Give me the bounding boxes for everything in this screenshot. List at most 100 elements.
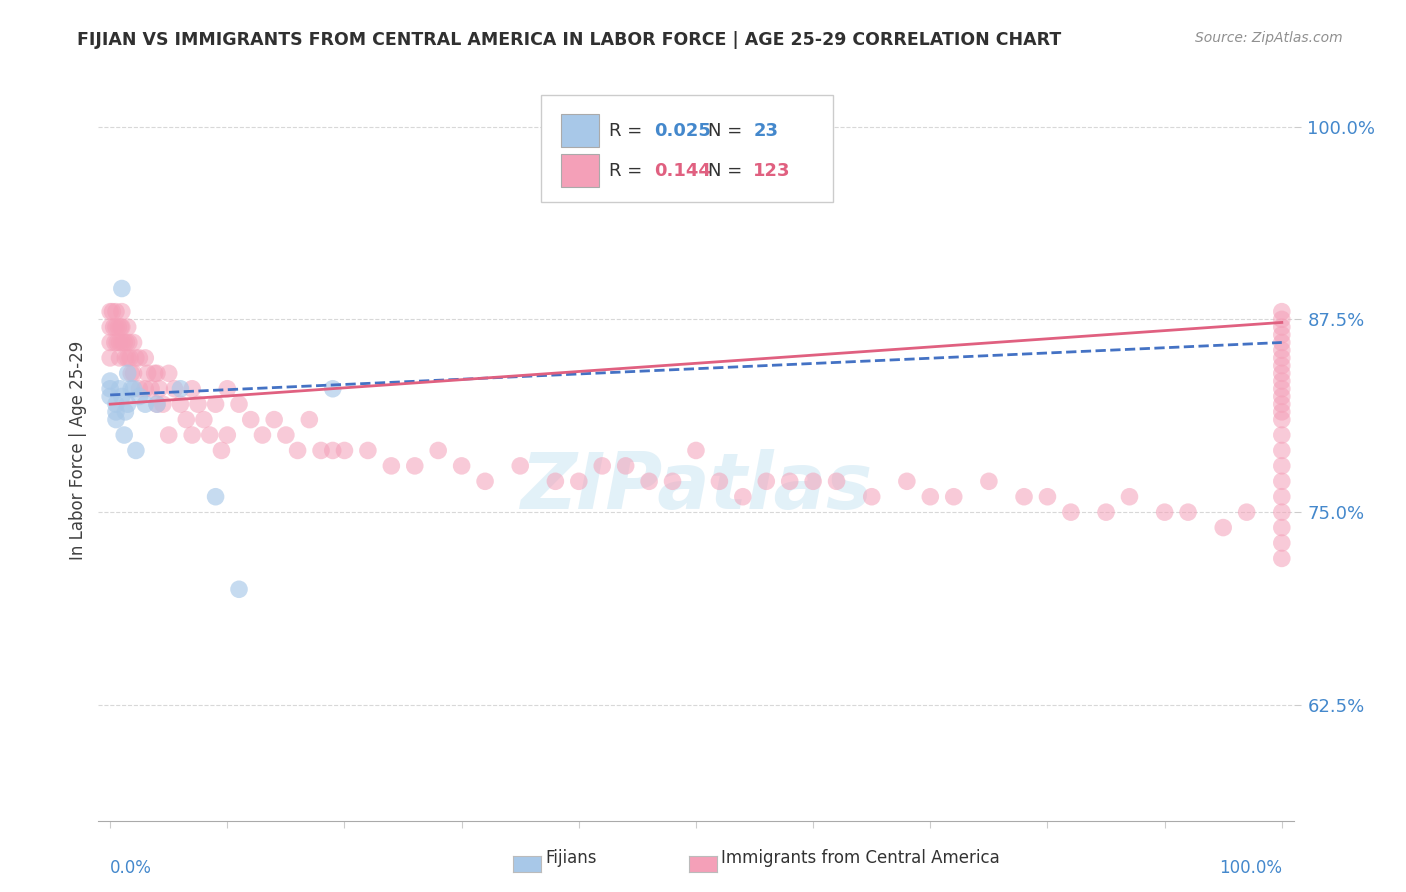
Point	[1271, 405, 1294, 419]
Text: Source: ZipAtlas.com: Source: ZipAtlas.com	[1195, 31, 1343, 45]
Point	[117, 367, 139, 381]
Point	[239, 412, 262, 426]
Point	[204, 397, 226, 411]
Text: N =: N =	[709, 161, 748, 180]
Point	[1236, 505, 1258, 519]
Point	[141, 382, 163, 396]
Point	[111, 304, 134, 318]
Point	[105, 304, 128, 318]
Point	[98, 374, 121, 388]
Point	[217, 428, 239, 442]
Point	[263, 412, 285, 426]
Point	[128, 351, 150, 365]
Point	[128, 389, 150, 403]
Point	[1271, 475, 1294, 489]
Point	[107, 320, 129, 334]
Point	[591, 458, 613, 473]
Text: FIJIAN VS IMMIGRANTS FROM CENTRAL AMERICA IN LABOR FORCE | AGE 25-29 CORRELATION: FIJIAN VS IMMIGRANTS FROM CENTRAL AMERIC…	[77, 31, 1062, 49]
Point	[134, 351, 156, 365]
Point	[120, 367, 142, 381]
Point	[169, 397, 191, 411]
Text: N =: N =	[709, 122, 748, 140]
Point	[1153, 505, 1175, 519]
Point	[1271, 382, 1294, 396]
Point	[614, 458, 637, 473]
Point	[779, 475, 801, 489]
Point	[1271, 520, 1294, 534]
Point	[117, 397, 139, 411]
Y-axis label: In Labor Force | Age 25-29: In Labor Force | Age 25-29	[69, 341, 87, 560]
Text: Immigrants from Central America: Immigrants from Central America	[721, 849, 1000, 867]
Point	[111, 335, 134, 350]
Point	[118, 335, 141, 350]
Point	[146, 367, 169, 381]
Point	[146, 397, 169, 411]
Point	[1095, 505, 1118, 519]
Point	[112, 428, 135, 442]
Point	[1271, 320, 1294, 334]
Point	[105, 335, 128, 350]
Point	[1271, 536, 1294, 550]
Point	[1271, 304, 1294, 318]
Point	[274, 428, 297, 442]
Point	[108, 351, 131, 365]
Point	[143, 367, 166, 381]
Point	[638, 475, 661, 489]
Text: 100.0%: 100.0%	[1219, 859, 1282, 877]
Point	[1271, 335, 1294, 350]
Point	[187, 397, 209, 411]
Point	[211, 443, 233, 458]
Point	[157, 428, 180, 442]
Point	[125, 351, 148, 365]
Point	[98, 320, 121, 334]
Point	[1271, 412, 1294, 426]
Point	[98, 304, 121, 318]
Point	[1118, 490, 1140, 504]
Point	[427, 443, 450, 458]
Point	[101, 304, 124, 318]
Point	[181, 382, 204, 396]
Point	[146, 397, 169, 411]
Point	[1012, 490, 1035, 504]
Point	[98, 335, 121, 350]
Point	[357, 443, 380, 458]
Point	[108, 382, 131, 396]
Point	[136, 367, 159, 381]
Point	[825, 475, 848, 489]
Point	[1271, 367, 1294, 381]
Point	[661, 475, 683, 489]
Point	[120, 382, 142, 396]
Point	[1271, 458, 1294, 473]
Point	[1271, 389, 1294, 403]
Text: 0.144: 0.144	[654, 161, 711, 180]
Point	[380, 458, 402, 473]
Point	[1271, 551, 1294, 566]
Point	[114, 405, 136, 419]
Point	[105, 405, 128, 419]
Point	[111, 320, 134, 334]
Point	[98, 389, 121, 403]
Point	[755, 475, 778, 489]
FancyBboxPatch shape	[561, 154, 599, 187]
Point	[1212, 520, 1234, 534]
Point	[120, 351, 141, 365]
Point	[174, 412, 197, 426]
Point	[163, 382, 186, 396]
Point	[115, 335, 138, 350]
Point	[896, 475, 918, 489]
Point	[111, 281, 134, 295]
Point	[731, 490, 754, 504]
Point	[157, 367, 180, 381]
Text: R =: R =	[609, 161, 648, 180]
Point	[169, 382, 191, 396]
Text: ZIPatlas: ZIPatlas	[520, 450, 872, 525]
Point	[112, 335, 135, 350]
Point	[108, 335, 131, 350]
Point	[122, 335, 145, 350]
Point	[1036, 490, 1059, 504]
Text: 0.0%: 0.0%	[110, 859, 152, 877]
Point	[103, 320, 125, 334]
Point	[217, 382, 239, 396]
Text: R =: R =	[609, 122, 648, 140]
Point	[125, 443, 148, 458]
